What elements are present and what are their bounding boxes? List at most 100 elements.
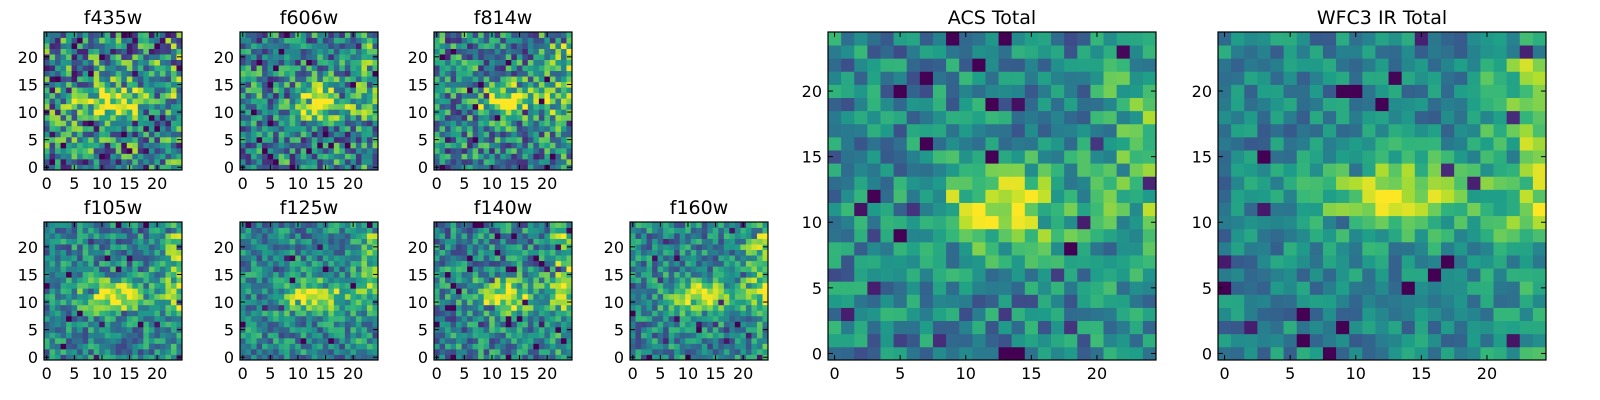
- heatmap-cell: [841, 176, 855, 190]
- heatmap-cell: [985, 346, 999, 361]
- heatmap-cell: [333, 142, 340, 149]
- heatmap-cell: [251, 321, 257, 328]
- heatmap-cell: [88, 343, 95, 350]
- heatmap-cell: [143, 321, 150, 328]
- heatmap-cell: [372, 32, 379, 38]
- heatmap-cell: [533, 260, 540, 267]
- heatmap-cell: [751, 282, 758, 289]
- heatmap-cell: [483, 147, 490, 154]
- heatmap-cell: [522, 326, 529, 333]
- heatmap-cell: [317, 233, 324, 239]
- heatmap-cell: [533, 227, 540, 234]
- heatmap-cell: [306, 153, 313, 160]
- heatmap-cell: [1037, 176, 1052, 190]
- heatmap-cell: [533, 266, 540, 273]
- heatmap-cell: [461, 43, 468, 49]
- heatmap-cell: [641, 233, 647, 239]
- heatmap-cell: [154, 103, 161, 110]
- heatmap-cell: [483, 32, 490, 38]
- heatmap-cell: [522, 332, 529, 339]
- heatmap-cell: [159, 266, 166, 273]
- heatmap-cell: [472, 65, 479, 72]
- heatmap-cell: [701, 321, 708, 328]
- heatmap-cell: [361, 266, 368, 273]
- heatmap-cell: [718, 277, 725, 284]
- heatmap-cell: [500, 103, 507, 110]
- x-tick-label: 5: [459, 174, 469, 193]
- heatmap-cell: [104, 70, 111, 77]
- heatmap-cell: [350, 282, 357, 289]
- heatmap-cell: [867, 228, 881, 243]
- heatmap-cell: [361, 158, 368, 165]
- heatmap-cell: [489, 92, 496, 99]
- heatmap-cell: [762, 222, 769, 228]
- heatmap-cell: [696, 233, 703, 239]
- heatmap-cell: [49, 233, 56, 239]
- heatmap-cell: [483, 65, 490, 72]
- heatmap-cell: [867, 163, 881, 177]
- heatmap-cell: [132, 153, 139, 160]
- heatmap-cell: [284, 153, 291, 160]
- heatmap-cell: [472, 222, 479, 228]
- heatmap-cell: [516, 109, 523, 116]
- heatmap-cell: [696, 288, 703, 295]
- heatmap-cell: [549, 142, 556, 149]
- heatmap-cell: [919, 176, 934, 190]
- heatmap-cell: [560, 238, 567, 245]
- heatmap-cell: [456, 222, 462, 228]
- heatmap-cell: [701, 233, 708, 239]
- heatmap-cell: [256, 337, 263, 344]
- heatmap-cell: [712, 288, 719, 295]
- heatmap-cell: [696, 260, 703, 267]
- heatmap-cell: [483, 348, 490, 355]
- heatmap-cell: [115, 114, 122, 121]
- heatmap-cell: [549, 114, 556, 121]
- heatmap-cell: [71, 315, 78, 322]
- heatmap-cell: [500, 81, 507, 88]
- heatmap-cell: [165, 266, 172, 273]
- heatmap-cell: [489, 76, 496, 83]
- heatmap-cell: [701, 288, 708, 295]
- x-tick-label: 15: [119, 364, 139, 383]
- heatmap-cell: [434, 142, 440, 149]
- heatmap-cell: [49, 32, 56, 38]
- heatmap-cell: [701, 337, 708, 344]
- heatmap-cell: [328, 238, 335, 245]
- heatmap-cell: [289, 98, 296, 105]
- heatmap-cell: [663, 227, 670, 234]
- heatmap-cell: [854, 294, 868, 308]
- heatmap-cell: [126, 260, 133, 267]
- heatmap-cell: [434, 76, 440, 83]
- heatmap-cell: [350, 70, 357, 77]
- heatmap-cell: [306, 136, 313, 143]
- heatmap-cell: [472, 304, 479, 311]
- heatmap-cell: [165, 98, 172, 105]
- heatmap-cell: [104, 348, 111, 355]
- heatmap-cell: [361, 354, 368, 361]
- heatmap-cell: [273, 32, 280, 38]
- heatmap-cell: [284, 120, 291, 127]
- heatmap-cell: [1037, 202, 1052, 217]
- heatmap-cell: [734, 233, 741, 239]
- heatmap-cell: [555, 59, 562, 66]
- heatmap-cell: [434, 321, 440, 328]
- heatmap-cell: [240, 98, 246, 105]
- heatmap-cell: [176, 337, 183, 344]
- heatmap-cell: [998, 255, 1013, 269]
- heatmap-cell: [668, 233, 675, 239]
- heatmap-cell: [71, 266, 78, 273]
- heatmap-cell: [998, 189, 1013, 203]
- heatmap-cell: [641, 244, 647, 250]
- heatmap-cell: [434, 337, 440, 344]
- heatmap-cell: [104, 98, 111, 105]
- heatmap-cell: [663, 249, 670, 256]
- heatmap-cell: [434, 260, 440, 267]
- heatmap-cell: [522, 65, 529, 72]
- heatmap-cell: [1024, 163, 1039, 177]
- heatmap-cell: [461, 244, 468, 250]
- heatmap-cell: [560, 48, 567, 55]
- heatmap-cell: [500, 266, 507, 273]
- heatmap-cell: [1037, 241, 1052, 256]
- heatmap-cell: [306, 76, 313, 83]
